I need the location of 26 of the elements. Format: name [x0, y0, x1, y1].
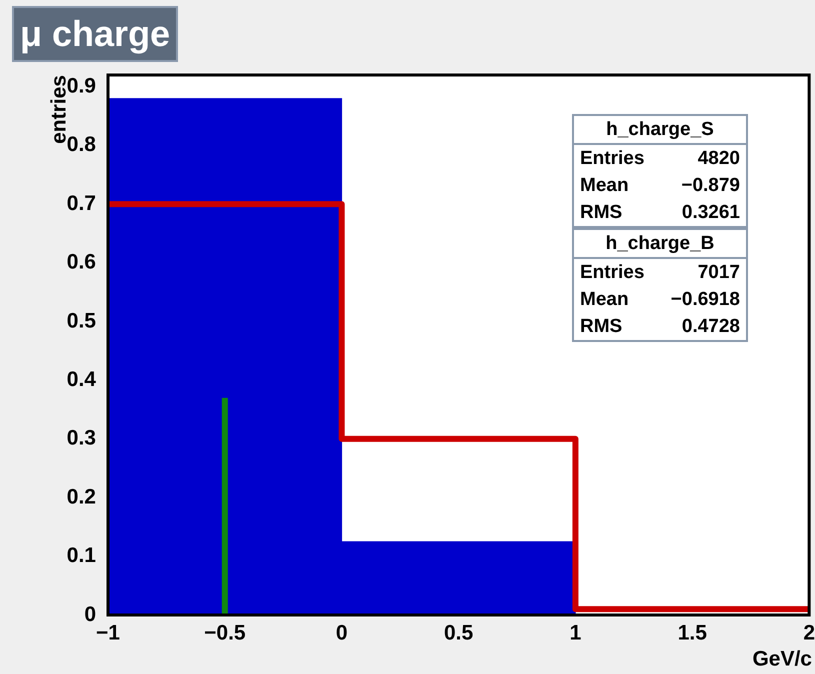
y-tick-label: 0.6	[66, 250, 96, 274]
y-tick-label: 0	[84, 602, 96, 626]
x-tick-label: 1.5	[678, 621, 708, 644]
y-tick-label: 0.4	[66, 368, 96, 392]
text: Mean −0.6918	[580, 289, 740, 310]
x-tick-label: −0.5	[204, 621, 246, 644]
x-tick-label: 0	[336, 621, 348, 644]
y-tick-label: 0.9	[66, 74, 96, 98]
x-axis-title: GeV/c	[752, 647, 812, 670]
annotation: h_charge_S	[574, 116, 746, 145]
text: Entries 4820	[580, 148, 740, 169]
y-tick-label: 0.1	[66, 544, 96, 568]
y-tick-label: 0.2	[66, 485, 96, 508]
text: Mean −0.879	[580, 175, 740, 196]
x-tick-label: −1	[96, 621, 120, 644]
text: Entries 7017	[580, 262, 740, 283]
y-tick-label: 0.3	[66, 426, 96, 450]
text: RMS 0.4728	[580, 316, 740, 337]
chart-title: μ charge	[12, 6, 178, 62]
y-tick-label: 0.5	[66, 309, 96, 332]
x-tick-label: 2	[803, 621, 815, 644]
y-tick-label: 0.7	[66, 192, 96, 215]
annotation: h_charge_B	[574, 230, 746, 259]
x-tick-label: 0.5	[444, 621, 474, 644]
x-tick-label: 1	[570, 621, 582, 644]
text: RMS 0.3261	[580, 202, 740, 223]
